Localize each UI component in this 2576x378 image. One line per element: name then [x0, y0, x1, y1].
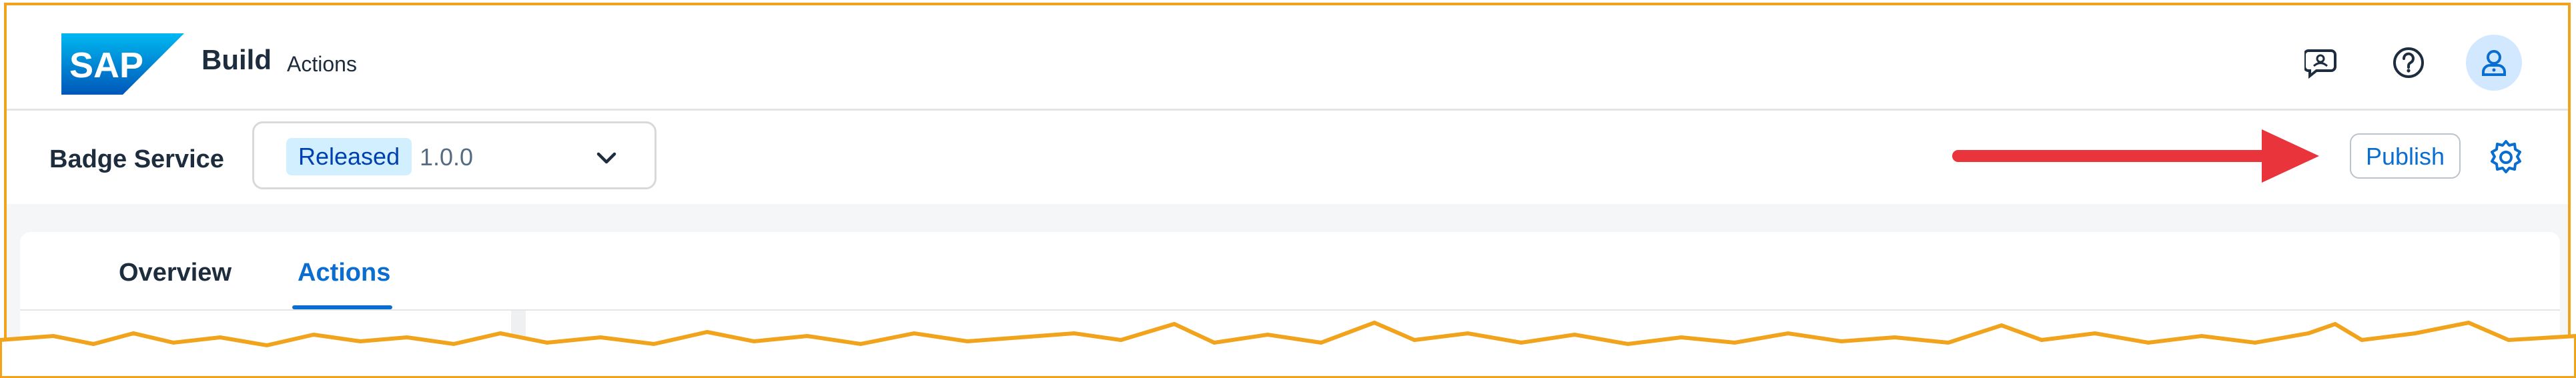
tab-actions[interactable]: Actions: [298, 259, 391, 287]
feedback-button[interactable]: [2294, 35, 2350, 91]
app-window: SAP Build Actions Badg: [4, 3, 2571, 373]
feedback-icon: [2304, 49, 2336, 79]
app-name: Build: [201, 44, 272, 75]
settings-icon[interactable]: [2487, 139, 2525, 176]
shell-header: SAP Build Actions: [7, 5, 2568, 111]
tab-divider: [20, 309, 2560, 311]
help-button[interactable]: [2381, 35, 2437, 91]
sap-logo-text: SAP: [69, 45, 143, 85]
service-title: Badge Service: [49, 145, 224, 173]
version-select[interactable]: Released 1.0.0: [252, 121, 657, 189]
tab-overview[interactable]: Overview: [119, 259, 232, 287]
active-tab-indicator: [292, 305, 392, 309]
publish-button[interactable]: Publish: [2350, 133, 2461, 179]
version-value: 1.0.0: [420, 143, 474, 171]
help-icon: [2393, 47, 2424, 78]
status-badge: Released: [286, 138, 412, 175]
chevron-down-icon: [596, 152, 616, 164]
torn-edge: [0, 320, 2576, 378]
user-avatar-button[interactable]: [2466, 35, 2522, 91]
arrow-icon: [1952, 129, 2319, 183]
object-header: Badge Service Released 1.0.0 Publish: [7, 111, 2568, 204]
sap-logo[interactable]: SAP: [61, 33, 184, 95]
app-subtitle: Actions: [287, 52, 357, 76]
user-icon: [2482, 50, 2506, 76]
